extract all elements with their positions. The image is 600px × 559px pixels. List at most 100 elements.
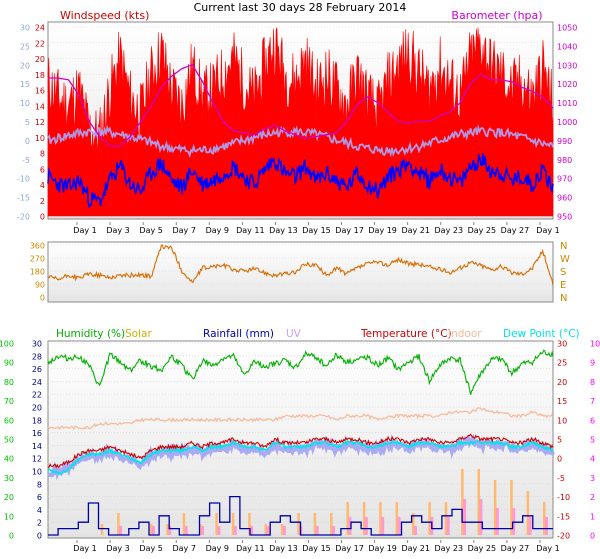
day-tick-label: Day 13	[269, 226, 298, 235]
direction-degrees-axis: 360 270 180 90 0	[30, 242, 45, 303]
temperature-tick-label: 5	[557, 436, 562, 445]
far-left-tick-label: -15	[17, 194, 30, 203]
uv-bar	[446, 517, 450, 535]
day-tick-label: Day 25	[468, 226, 497, 235]
far-left-tick-label: 5	[25, 118, 30, 127]
solar-bar	[362, 502, 366, 535]
wind-band-line	[47, 124, 554, 159]
day-tick-label: Day 3	[106, 544, 129, 553]
humidity-tick-label: 30	[4, 474, 14, 483]
uv-bar	[413, 526, 417, 535]
far-left-tick-label: 25	[20, 42, 30, 51]
solar-bar	[428, 502, 431, 535]
compass-tick-label: W	[560, 254, 570, 265]
uv-bar	[528, 517, 532, 535]
legend-entry: Dew Point (°C)	[503, 328, 580, 340]
day-tick-label: Day 1	[536, 544, 559, 553]
solar-bar	[526, 491, 530, 535]
rainfall-tick-label: 10	[32, 468, 42, 477]
far-left-tick-label: 30	[20, 24, 30, 33]
legend-entry: Indoor	[448, 328, 482, 340]
uv-bar	[545, 517, 548, 535]
uv-tick-label: 2	[590, 493, 595, 502]
temperature-line	[47, 433, 554, 469]
windspeed-tick-label: 20	[35, 55, 45, 64]
windspeed-tick-label: 0	[40, 213, 45, 222]
barometer-label: Barometer (hpa)	[451, 9, 542, 22]
rainfall-tick-label: 26	[32, 365, 42, 374]
dew-point-line	[47, 439, 554, 476]
legend-entry: Rainfall (mm)	[203, 328, 274, 340]
direction-tick-label: 270	[30, 255, 45, 264]
barometer-tick-label: 1040	[557, 42, 577, 51]
barometer-tick-label: 1020	[557, 80, 577, 89]
windspeed-tick-label: 6	[40, 165, 45, 174]
day-tick-label: Day 1	[536, 226, 559, 235]
barometer-tick-label: 1010	[557, 99, 577, 108]
temperature-tick-label: 0	[557, 455, 562, 464]
day-tick-label: Day 5	[139, 544, 162, 553]
solar-bar	[395, 502, 399, 535]
rainfall-tick-label: 22	[32, 391, 42, 400]
uv-bar	[348, 517, 352, 535]
barometer-tick-label: 970	[557, 175, 572, 184]
temperature-tick-label: 30	[557, 340, 567, 349]
humidity-tick-label: 70	[4, 397, 14, 406]
day-tick-label: Day 1	[73, 226, 96, 235]
windspeed-tick-label: 16	[35, 87, 45, 96]
wind-direction-line	[47, 244, 554, 286]
barometer-tick-label: 1050	[557, 24, 577, 33]
day-tick-label: Day 15	[302, 226, 331, 235]
far-left-tick-label: 10	[20, 99, 30, 108]
uv-tick-label: 8	[590, 378, 595, 387]
solar-bar	[264, 524, 268, 535]
temperature-tick-label: 20	[557, 378, 567, 387]
windspeed-tick-label: 14	[35, 102, 45, 111]
windspeed-tick-label: 10	[35, 134, 45, 143]
weather-panel-day-axis: Day 1 Day 3 Day 5 Day 7 Day 9 Day 11 Day 13 Day…	[73, 540, 560, 553]
rainfall-tick-label: 20	[32, 404, 42, 413]
compass-tick-label: N	[560, 293, 567, 304]
direction-tick-label: 360	[30, 242, 45, 251]
windspeed-tick-label: 24	[35, 24, 45, 33]
day-tick-label: Day 21	[401, 544, 430, 553]
far-left-tick-label: 15	[20, 80, 30, 89]
solar-bar	[346, 502, 349, 535]
day-tick-label: Day 23	[435, 544, 464, 553]
legend-entry: Solar	[125, 328, 152, 340]
humidity-tick-label: 50	[4, 436, 14, 445]
day-tick-label: Day 19	[368, 226, 397, 235]
humidity-tick-label: 60	[4, 416, 14, 425]
temperature-axis: 30 25 20 15 10 5 0 -5 -10 -15 -20	[557, 340, 570, 541]
rainfall-tick-label: 4	[37, 506, 42, 515]
temperature-tick-label: -10	[557, 493, 570, 502]
rainfall-tick-label: 6	[37, 493, 42, 502]
uv-bar	[495, 508, 499, 535]
solar-bar	[411, 513, 415, 535]
uv-tick-label: 4	[590, 455, 595, 464]
uv-tick-label: 10	[590, 340, 600, 349]
barometer-tick-label: 950	[557, 213, 572, 222]
day-tick-label: Day 25	[468, 544, 497, 553]
day-tick-label: Day 21	[401, 226, 430, 235]
legend-entry: Temperature (°C)	[360, 328, 452, 340]
humidity-tick-label: 100	[0, 340, 14, 349]
solar-bar	[182, 513, 186, 535]
windspeed-tick-label: 4	[40, 181, 45, 190]
uv-tick-label: 0	[590, 532, 595, 541]
legend-entry: Humidity (%)	[56, 328, 125, 340]
windspeed-tick-label: 12	[35, 118, 45, 127]
uv-bar	[315, 526, 319, 535]
day-tick-label: Day 11	[236, 544, 265, 553]
temperature-tick-label: 15	[557, 397, 567, 406]
solar-bar	[379, 502, 382, 535]
day-tick-label: Day 7	[172, 226, 195, 235]
day-tick-label: Day 13	[269, 544, 298, 553]
uv-bar	[201, 526, 205, 535]
windspeed-tick-label: 2	[40, 197, 45, 206]
